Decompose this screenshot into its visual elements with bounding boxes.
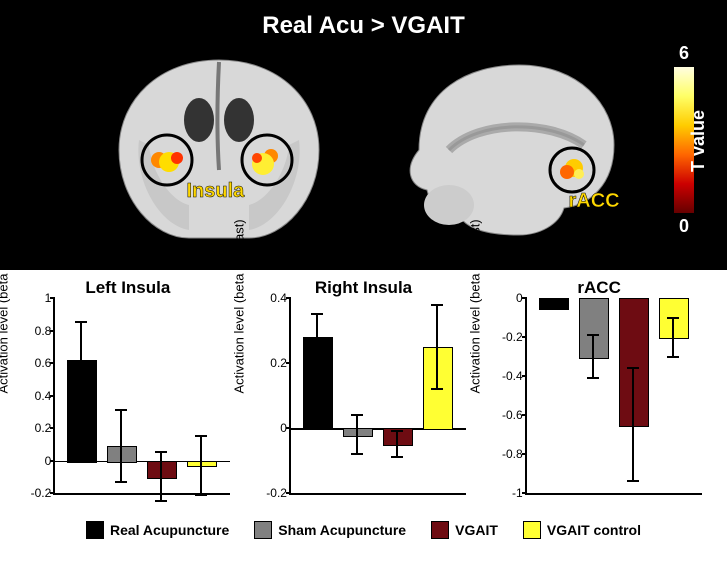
charts-panel: Left InsulaActivation level (beta contra… <box>0 270 727 566</box>
bar <box>107 446 137 463</box>
y-axis-label: Activation level (beta contrast) <box>231 219 246 393</box>
legend: Real Acupuncture Sham Acupuncture VGAIT VGA… <box>0 513 727 547</box>
insula-label: Insula <box>187 180 245 203</box>
figure-title: Real Acu > VGAIT <box>0 0 727 40</box>
plot-area: -1-0.8-0.6-0.4-0.20 <box>525 298 702 495</box>
bar <box>67 360 97 463</box>
legend-item: VGAIT <box>431 521 498 539</box>
plot-area: -0.200.20.4 <box>289 298 466 495</box>
brain-images-row: Insula rACC <box>0 50 727 245</box>
legend-label: VGAIT control <box>547 522 641 538</box>
tick-label: -0.2 <box>499 330 523 344</box>
plot-area: -0.200.20.40.60.81 <box>53 298 230 495</box>
chart-1: Right InsulaActivation level (beta contr… <box>251 278 476 513</box>
brain-panel: Real Acu > VGAIT <box>0 0 727 270</box>
legend-swatch <box>523 521 541 539</box>
tick-label: 0 <box>27 454 51 468</box>
chart-2: rACCActivation level (beta contrast)-1-0… <box>487 278 712 513</box>
brain-coronal: Insula <box>99 50 339 245</box>
legend-item: Real Acupuncture <box>86 521 229 539</box>
bar <box>539 298 569 310</box>
tick-label: 0.2 <box>263 356 287 370</box>
legend-label: VGAIT <box>455 522 498 538</box>
legend-item: VGAIT control <box>523 521 641 539</box>
colorbar-top: 6 <box>679 43 689 64</box>
legend-label: Real Acupuncture <box>110 522 229 538</box>
y-axis-label: Activation level (beta contrast) <box>467 219 482 393</box>
colorbar-bottom: 0 <box>679 216 689 237</box>
tick-label: 0.4 <box>27 389 51 403</box>
bar <box>187 461 217 468</box>
tick-label: 0.8 <box>27 324 51 338</box>
bar <box>343 428 373 437</box>
legend-item: Sham Acupuncture <box>254 521 406 539</box>
bar <box>619 298 649 427</box>
tick-label: -0.2 <box>27 486 51 500</box>
tick-label: -1 <box>499 486 523 500</box>
racc-label: rACC <box>569 190 620 213</box>
tick-label: 0 <box>499 291 523 305</box>
bar <box>147 461 177 479</box>
legend-label: Sham Acupuncture <box>278 522 406 538</box>
bar <box>659 298 689 339</box>
tick-label: -0.8 <box>499 447 523 461</box>
tick-label: 1 <box>27 291 51 305</box>
y-axis-label: Activation level (beta contrast) <box>0 219 11 393</box>
colorbar: 6 0 T value <box>659 40 709 240</box>
legend-swatch <box>431 521 449 539</box>
legend-swatch <box>254 521 272 539</box>
tick-label: 0.4 <box>263 291 287 305</box>
charts-row: Left InsulaActivation level (beta contra… <box>0 270 727 513</box>
bar <box>303 337 333 430</box>
chart-0: Left InsulaActivation level (beta contra… <box>15 278 240 513</box>
tick-label: 0.6 <box>27 356 51 370</box>
tick-label: 0.2 <box>27 421 51 435</box>
tick-label: -0.2 <box>263 486 287 500</box>
bar <box>579 298 609 359</box>
tick-label: -0.6 <box>499 408 523 422</box>
legend-swatch <box>86 521 104 539</box>
tick-label: 0 <box>263 421 287 435</box>
brain-sagittal: rACC <box>379 50 629 245</box>
colorbar-title: T value <box>688 110 709 172</box>
tick-label: -0.4 <box>499 369 523 383</box>
